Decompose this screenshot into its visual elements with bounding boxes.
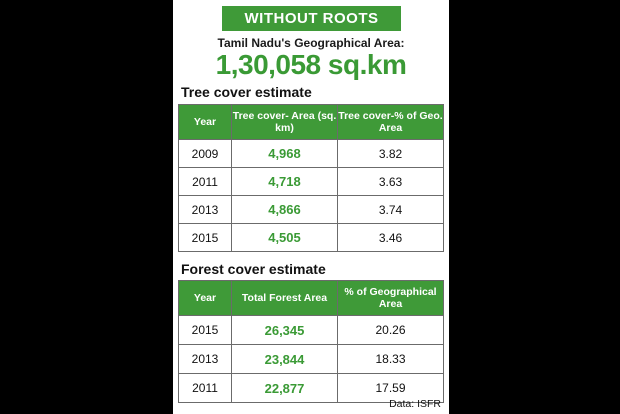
- tree-percent-cell: 3.46: [337, 223, 444, 252]
- tree-percent-cell: 3.82: [337, 139, 444, 168]
- forest-percent-cell: 18.33: [337, 344, 444, 374]
- table-row: 2015 4,505 3.46: [178, 223, 444, 252]
- tree-year-cell: 2015: [178, 223, 232, 252]
- table-row: 2011 22,877 17.59: [178, 373, 444, 403]
- table-row: 2013 4,866 3.74: [178, 195, 444, 224]
- forest-percent-cell: 20.26: [337, 315, 444, 345]
- tree-header-percent: Tree cover-% of Geo. Area: [337, 104, 444, 140]
- tree-area-cell: 4,968: [231, 139, 338, 168]
- tree-header-area: Tree cover- Area (sq. km): [231, 104, 338, 140]
- forest-cover-table: Year Total Forest Area % of Geographical…: [178, 280, 444, 403]
- table-row: 2013 23,844 18.33: [178, 344, 444, 374]
- tree-header-year: Year: [178, 104, 232, 140]
- tree-header-row: Year Tree cover- Area (sq. km) Tree cove…: [178, 104, 444, 140]
- tree-year-cell: 2011: [178, 167, 232, 196]
- tree-percent-cell: 3.63: [337, 167, 444, 196]
- forest-header-row: Year Total Forest Area % of Geographical…: [178, 280, 444, 316]
- forest-year-cell: 2013: [178, 344, 232, 374]
- forest-year-cell: 2015: [178, 315, 232, 345]
- forest-header-percent: % of Geographical Area: [337, 280, 444, 316]
- forest-header-area: Total Forest Area: [231, 280, 338, 316]
- forest-percent-cell: 17.59: [337, 373, 444, 403]
- tree-percent-cell: 3.74: [337, 195, 444, 224]
- forest-area-cell: 22,877: [231, 373, 338, 403]
- data-source: Data: ISFR: [389, 398, 441, 410]
- geo-area-value: 1,30,058 sq.km: [215, 49, 407, 80]
- tree-area-cell: 4,718: [231, 167, 338, 196]
- table-row: 2011 4,718 3.63: [178, 167, 444, 196]
- forest-cover-title: Forest cover estimate: [181, 261, 326, 277]
- tree-area-cell: 4,866: [231, 195, 338, 224]
- tree-year-cell: 2013: [178, 195, 232, 224]
- tree-cover-title: Tree cover estimate: [181, 84, 312, 100]
- banner-title: WITHOUT ROOTS: [222, 6, 401, 31]
- forest-area-cell: 23,844: [231, 344, 338, 374]
- table-row: 2015 26,345 20.26: [178, 315, 444, 345]
- tree-year-cell: 2009: [178, 139, 232, 168]
- geo-area-label: Tamil Nadu's Geographical Area:: [217, 36, 405, 50]
- forest-header-year: Year: [178, 280, 232, 316]
- infographic-panel: WITHOUT ROOTS Tamil Nadu's Geographical …: [173, 0, 449, 414]
- forest-year-cell: 2011: [178, 373, 232, 403]
- tree-area-cell: 4,505: [231, 223, 338, 252]
- forest-area-cell: 26,345: [231, 315, 338, 345]
- table-row: 2009 4,968 3.82: [178, 139, 444, 168]
- tree-cover-table: Year Tree cover- Area (sq. km) Tree cove…: [178, 104, 444, 252]
